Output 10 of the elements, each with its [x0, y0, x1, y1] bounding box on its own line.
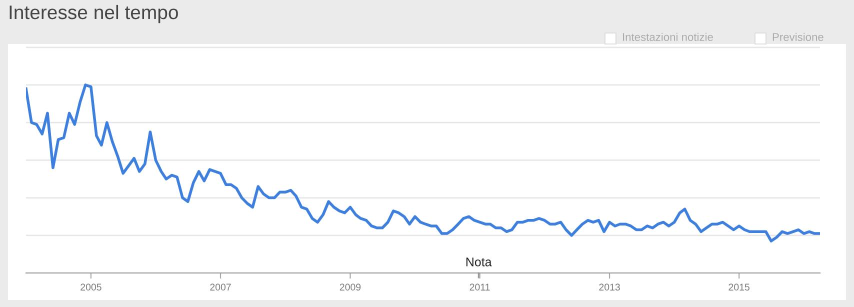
text: Intestazioni notizie	[623, 32, 713, 41]
x-tick-label: 2007	[210, 284, 231, 291]
text: Previsione	[772, 32, 824, 41]
x-tick-label: 2015	[728, 284, 750, 291]
x-tick-label: 2005	[80, 284, 102, 291]
x-tick-label: 2013	[599, 284, 620, 291]
chart-title: Interesse nel tempo	[10, 4, 178, 24]
x-tick-label: 2011	[470, 284, 490, 291]
x-tick-label: 2009	[340, 284, 361, 291]
annotation: Nota	[466, 258, 492, 266]
